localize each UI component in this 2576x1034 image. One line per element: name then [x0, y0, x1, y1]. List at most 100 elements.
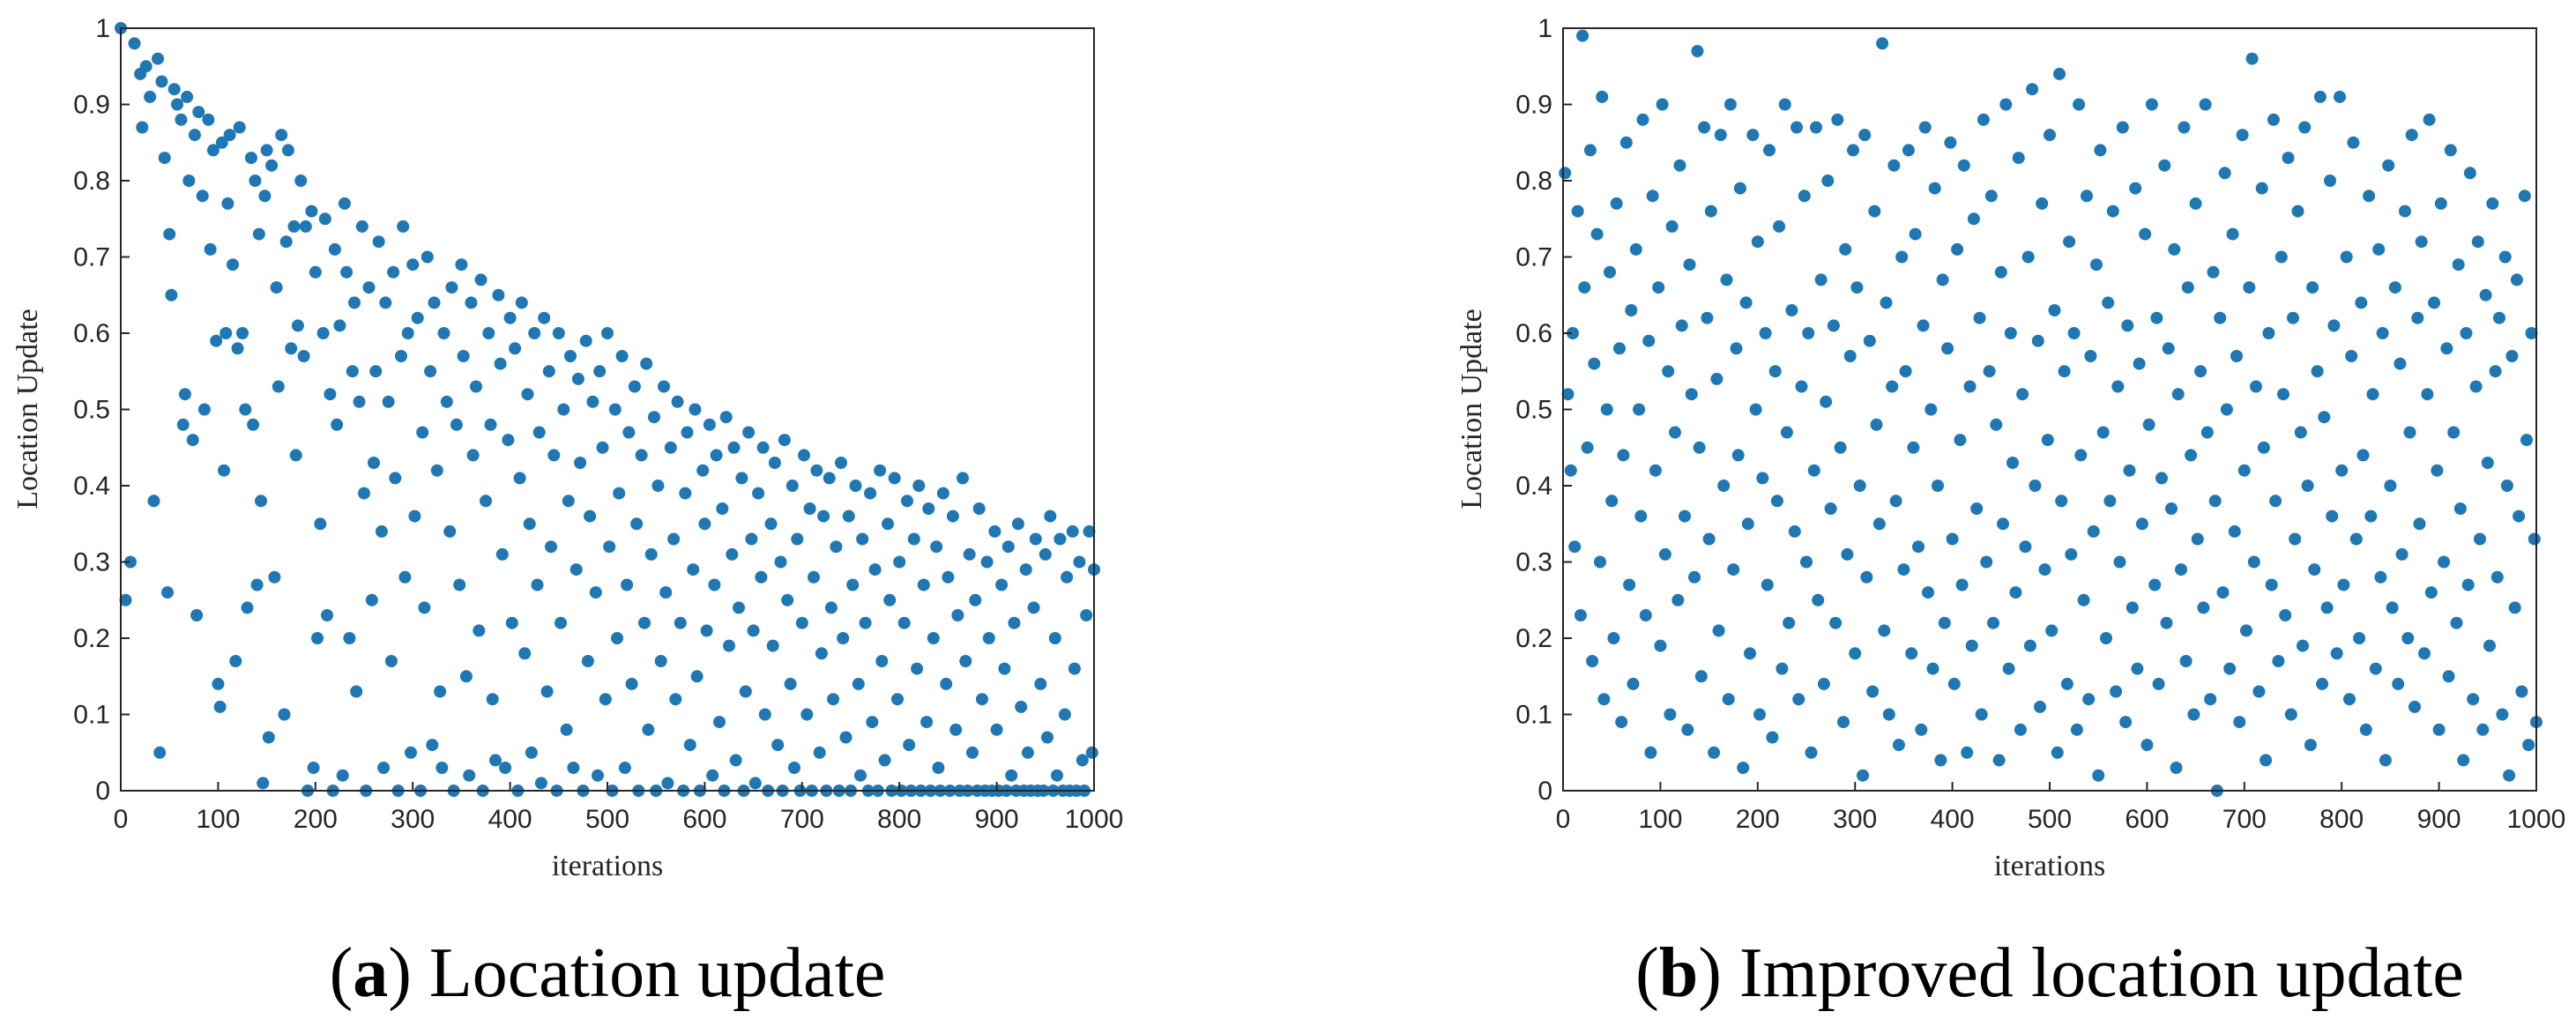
data-point: [1917, 319, 1930, 332]
data-point: [897, 616, 911, 629]
data-point: [2447, 426, 2461, 439]
data-point: [474, 273, 488, 286]
data-point: [683, 739, 696, 752]
data-point: [165, 288, 178, 301]
data-point: [1039, 547, 1052, 561]
data-point: [1693, 441, 1706, 454]
data-point: [2490, 570, 2504, 584]
data-point: [2411, 311, 2424, 324]
data-point: [2262, 327, 2275, 339]
data-point: [265, 159, 279, 172]
panel-a-x-axis-title: iterations: [552, 850, 664, 882]
data-point: [1938, 616, 1951, 629]
data-point: [2081, 190, 2093, 203]
data-point: [1753, 708, 1766, 721]
data-point: [270, 281, 283, 294]
data-point: [1785, 304, 1798, 316]
data-point: [494, 357, 507, 370]
data-point: [1733, 182, 1746, 195]
data-point: [966, 746, 979, 759]
data-point: [706, 769, 719, 782]
data-point: [2045, 624, 2059, 637]
data-point: [1812, 593, 1825, 606]
data-point: [1987, 616, 1999, 629]
data-point: [124, 555, 137, 569]
data-point: [2274, 250, 2288, 264]
data-point: [648, 411, 660, 424]
y-tick-label: 1: [95, 14, 110, 43]
data-point: [2308, 563, 2321, 577]
data-point: [1791, 121, 1803, 134]
data-point: [445, 281, 458, 294]
data-point: [2185, 449, 2198, 462]
data-point: [1605, 495, 1619, 508]
data-point: [2214, 311, 2227, 324]
data-point: [920, 716, 934, 729]
data-point: [823, 472, 836, 485]
data-point: [2284, 708, 2297, 721]
data-point: [1658, 547, 1671, 561]
data-point: [1633, 403, 1646, 416]
data-point: [866, 716, 879, 729]
x-tick-label: 800: [2319, 805, 2364, 834]
data-point: [2131, 662, 2144, 675]
data-point: [241, 601, 254, 614]
data-point: [2498, 250, 2512, 264]
data-point: [1970, 502, 1984, 515]
data-point: [930, 540, 943, 554]
data-point: [192, 106, 205, 119]
data-point: [252, 227, 265, 241]
data-point: [1922, 586, 1934, 599]
data-point: [2298, 121, 2312, 134]
data-point: [2489, 365, 2502, 378]
data-point: [2386, 601, 2399, 614]
data-point: [437, 327, 450, 339]
data-point: [197, 403, 211, 416]
x-tick-label: 100: [1638, 805, 1682, 834]
data-point: [1629, 242, 1642, 256]
data-point: [613, 487, 626, 500]
y-tick-label: 1: [1537, 14, 1552, 43]
panel-b-x-axis-title: iterations: [1994, 850, 2106, 882]
data-point: [1051, 769, 1063, 782]
data-point: [2313, 90, 2327, 103]
data-point: [579, 334, 592, 347]
data-point: [2503, 769, 2516, 782]
data-point: [690, 670, 704, 683]
data-point: [596, 441, 609, 454]
data-point: [803, 502, 816, 515]
data-point: [1619, 136, 1633, 149]
y-tick-label: 0.4: [1515, 472, 1552, 501]
y-tick-label: 0.1: [73, 701, 110, 730]
data-point: [1671, 593, 1685, 606]
data-point: [2187, 708, 2200, 721]
data-point: [175, 113, 188, 126]
data-point: [275, 129, 288, 142]
data-point: [220, 327, 233, 339]
data-point: [674, 616, 687, 629]
data-point: [406, 258, 420, 272]
data-point: [1652, 281, 1665, 294]
x-tick-label: 200: [294, 805, 338, 834]
data-point: [733, 601, 745, 614]
data-point: [2162, 342, 2175, 355]
data-point: [891, 693, 904, 706]
data-point: [250, 578, 264, 591]
data-point: [2087, 524, 2100, 538]
data-point: [499, 762, 512, 774]
data-point: [2528, 532, 2541, 546]
data-point: [321, 609, 333, 621]
data-point: [489, 754, 502, 767]
data-point: [689, 403, 702, 416]
data-point: [1053, 532, 1067, 546]
data-point: [2452, 258, 2465, 272]
data-point: [2016, 388, 2029, 401]
data-point: [466, 449, 480, 462]
data-point: [1717, 480, 1731, 492]
data-point: [1615, 716, 1628, 729]
data-point: [2123, 464, 2136, 477]
data-point: [1578, 281, 1591, 294]
data-point: [1698, 121, 1711, 134]
data-point: [2113, 555, 2126, 569]
data-point: [2077, 593, 2090, 606]
